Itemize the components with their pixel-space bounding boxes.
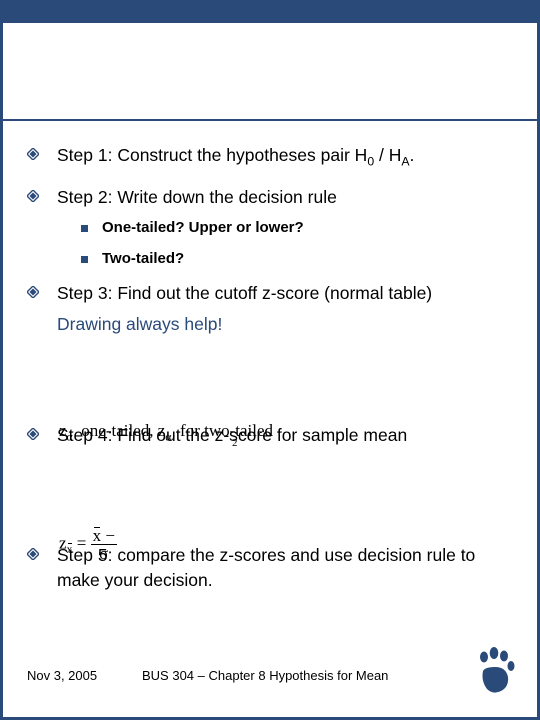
diamond-bullet-icon (27, 190, 39, 202)
step-2-sublist: One-tailed? Upper or lower? Two-tailed? (81, 219, 513, 267)
step-1-text: Step 1: Construct the hypotheses pair H0… (57, 143, 414, 171)
sub-text: One-tailed? Upper or lower? (102, 219, 304, 236)
sub-text: Two-tailed? (102, 250, 184, 267)
drawing-note: Drawing always help! (57, 314, 513, 335)
square-bullet-icon (81, 225, 88, 232)
header-band (3, 3, 537, 23)
formula-sub-2: 2 (232, 437, 238, 449)
diamond-bullet-icon (27, 428, 39, 440)
step-1: Step 1: Construct the hypotheses pair H0… (27, 143, 513, 171)
diamond-bullet-icon (27, 548, 39, 560)
step-3-text: Step 3: Find out the cutoff z-score (nor… (57, 281, 432, 306)
paw-icon (475, 647, 517, 695)
footer-title: BUS 304 – Chapter 8 Hypothesis for Mean (142, 668, 513, 683)
slide-frame: Step 1: Construct the hypotheses pair H0… (0, 0, 540, 720)
footer-date: Nov 3, 2005 (27, 668, 142, 683)
footer: Nov 3, 2005 BUS 304 – Chapter 8 Hypothes… (27, 668, 513, 683)
sub-item: One-tailed? Upper or lower? (81, 219, 513, 236)
step-2-text: Step 2: Write down the decision rule (57, 185, 337, 210)
step-3: Step 3: Find out the cutoff z-score (nor… (27, 281, 513, 306)
diamond-bullet-icon (27, 148, 39, 160)
step-2: Step 2: Write down the decision rule (27, 185, 513, 210)
step-5: Step 5: compare the z-scores and use dec… (27, 543, 517, 594)
step-5-text: Step 5: compare the z-scores and use dec… (57, 543, 517, 594)
sub-item: Two-tailed? (81, 250, 513, 267)
formula-one-two-tailed: zα one-tailed, zα for two-tailed 2 (59, 421, 273, 444)
content-area: Step 1: Construct the hypotheses pair H0… (3, 121, 537, 335)
square-bullet-icon (81, 256, 88, 263)
diamond-bullet-icon (27, 286, 39, 298)
